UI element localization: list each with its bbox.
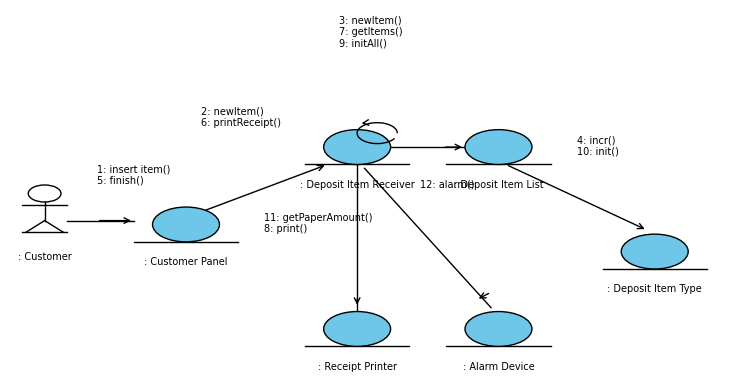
- Circle shape: [153, 207, 219, 242]
- Text: : Deposit Item Receiver: : Deposit Item Receiver: [300, 180, 414, 190]
- Text: 3: newItem()
7: getItems()
9: initAll(): 3: newItem() 7: getItems() 9: initAll(): [339, 15, 403, 48]
- Text: 4: incr()
10: init(): 4: incr() 10: init(): [577, 135, 618, 157]
- Text: : Deposit Item List: : Deposit Item List: [454, 180, 543, 190]
- Circle shape: [465, 130, 532, 164]
- Text: : Alarm Device: : Alarm Device: [463, 362, 534, 372]
- Text: 2: newItem()
6: printReceipt(): 2: newItem() 6: printReceipt(): [201, 106, 281, 128]
- Circle shape: [324, 130, 391, 164]
- Text: 12: alarm(): 12: alarm(): [420, 180, 475, 190]
- Circle shape: [465, 312, 532, 346]
- Text: 11: getPaperAmount()
8: print(): 11: getPaperAmount() 8: print(): [264, 212, 373, 234]
- Circle shape: [324, 312, 391, 346]
- Text: : Deposit Item Type: : Deposit Item Type: [607, 284, 702, 295]
- Text: 1: insert item()
5: finish(): 1: insert item() 5: finish(): [97, 164, 170, 186]
- Circle shape: [621, 234, 688, 269]
- Text: : Customer Panel: : Customer Panel: [144, 257, 228, 267]
- Text: : Receipt Printer: : Receipt Printer: [318, 362, 397, 372]
- Text: : Customer: : Customer: [18, 252, 71, 262]
